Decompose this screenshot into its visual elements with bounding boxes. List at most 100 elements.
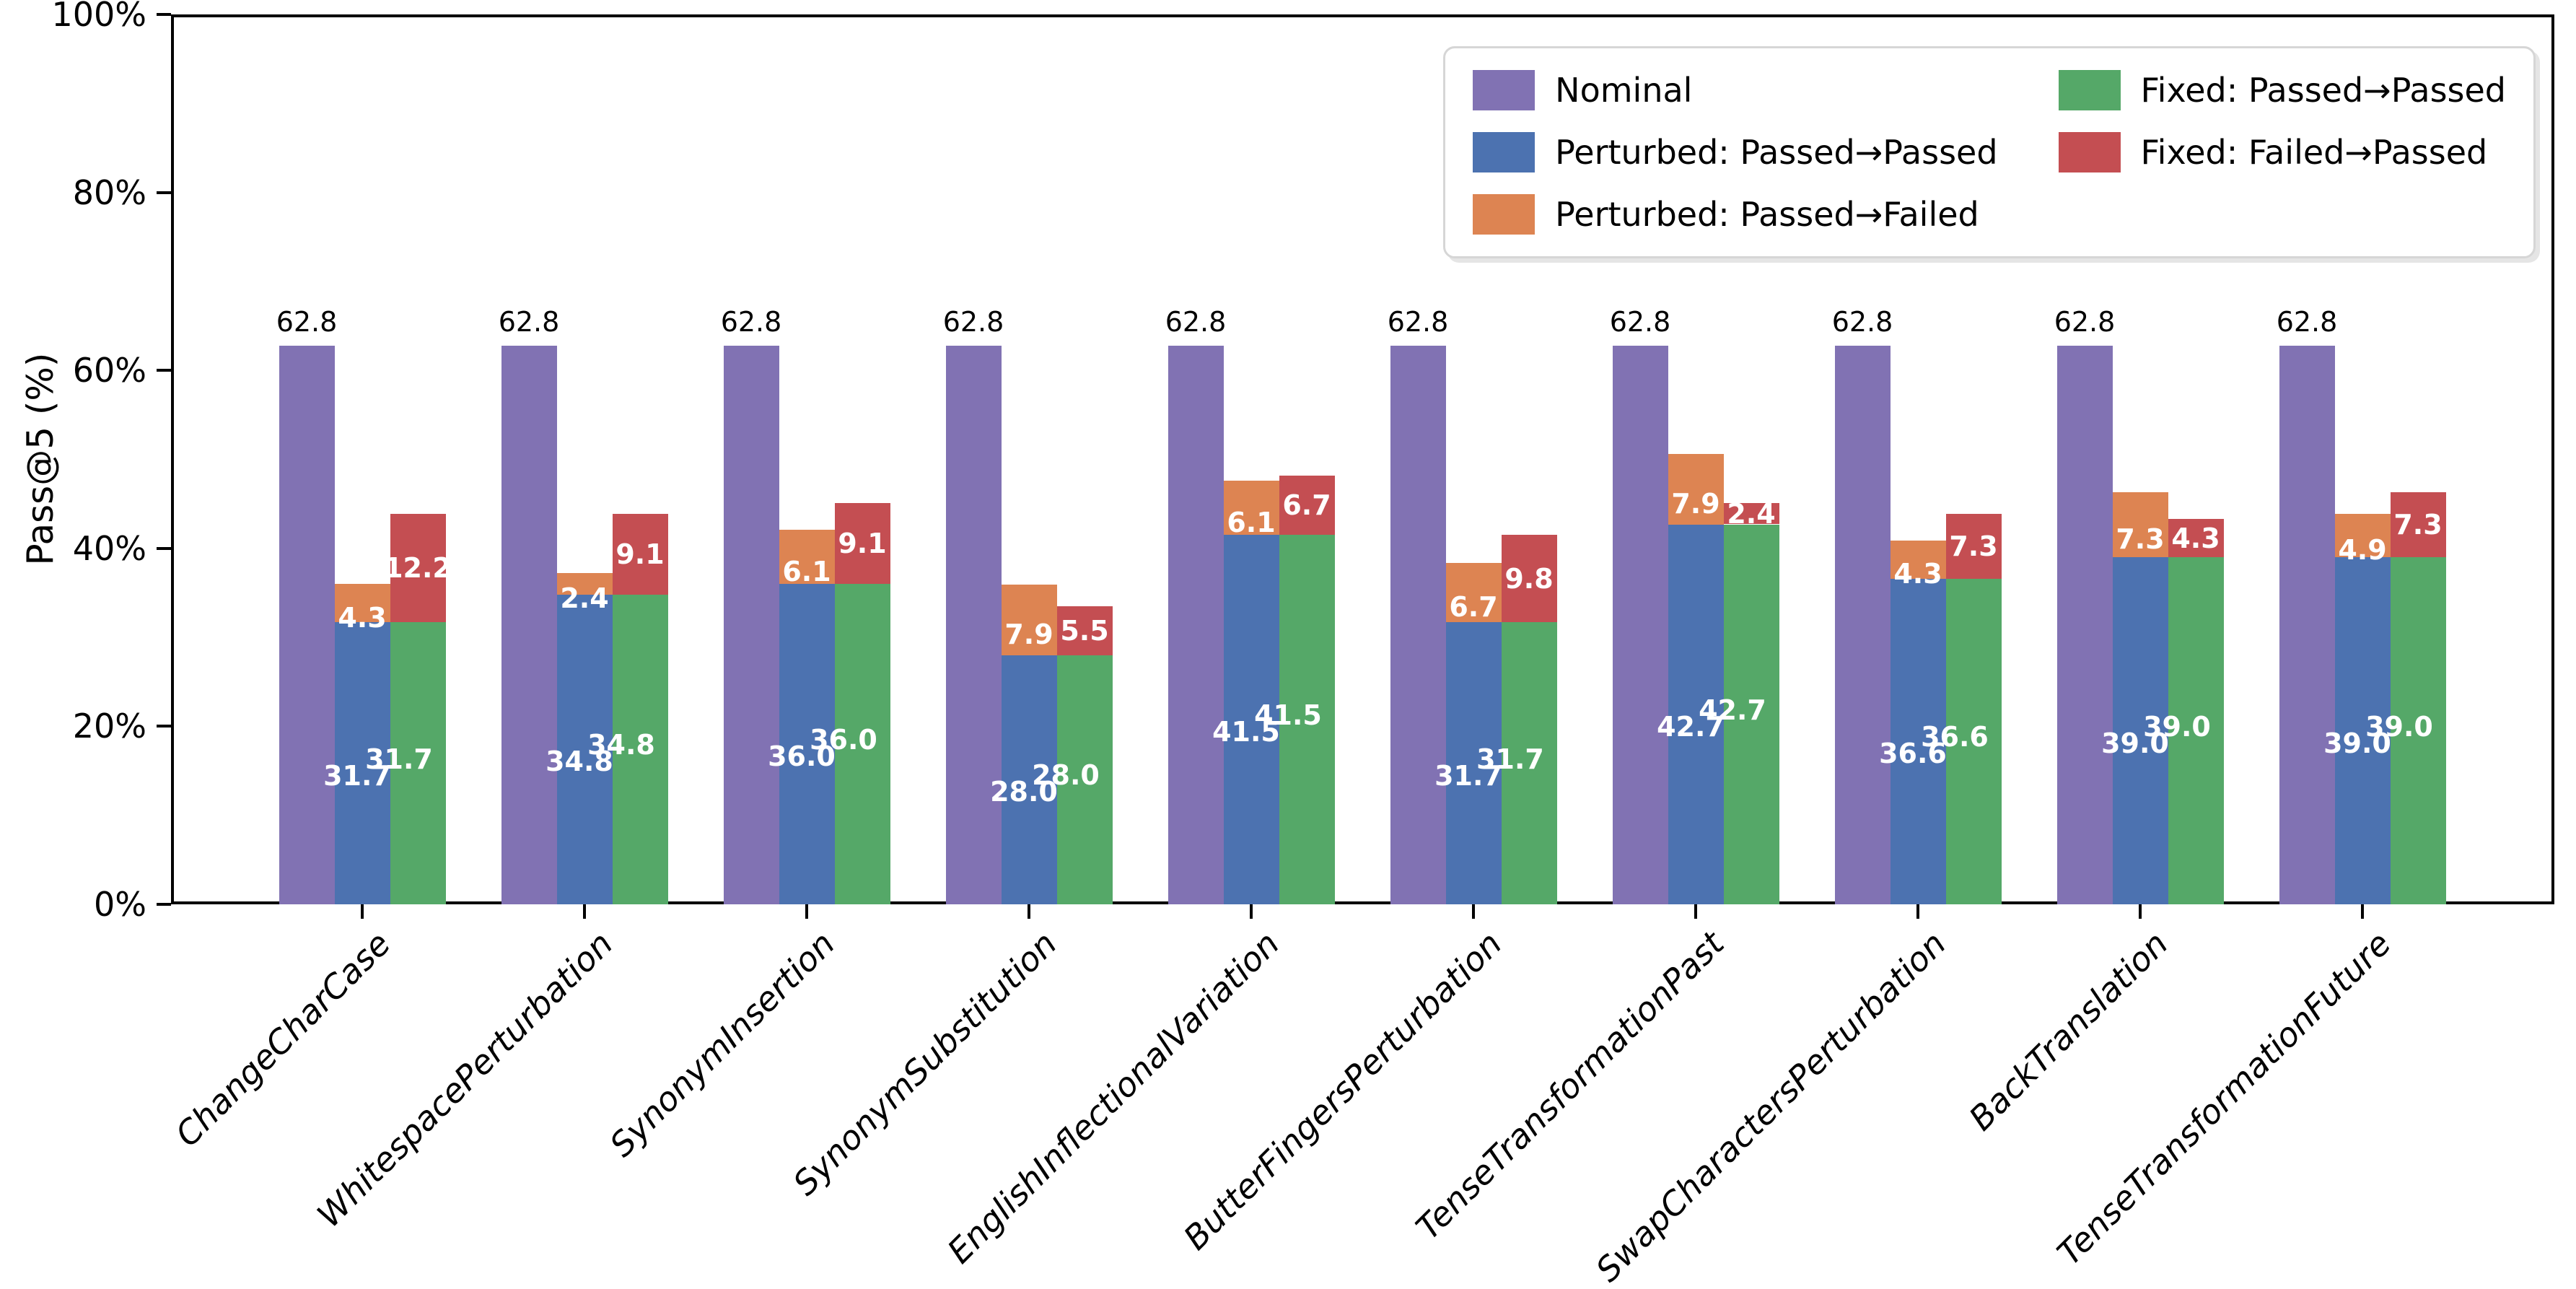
bar-fixed-failed-passed (1056, 606, 1113, 655)
perturbed-passed-failed-label: 4.3 (1893, 558, 1942, 590)
bar-fixed-passed-passed (612, 594, 668, 904)
nominal-value-label: 62.8 (2054, 305, 2116, 338)
x-tick-label: SynonymInsertion (602, 924, 843, 1165)
legend-item: Fixed: Passed→Passed (2058, 70, 2506, 110)
bar-fixed-failed-passed (834, 502, 890, 585)
perturbed-passed-passed-label: 36.6 (1879, 738, 1947, 770)
x-tick-mark (583, 904, 586, 919)
bar-fixed-failed-passed (2390, 492, 2446, 558)
y-tick-mark (157, 903, 171, 906)
legend-label: Fixed: Passed→Passed (2140, 70, 2506, 110)
bar-fixed-failed-passed (612, 513, 668, 595)
x-tick-mark (1472, 904, 1475, 919)
legend-label: Fixed: Failed→Passed (2140, 132, 2488, 172)
y-tick-label: 80% (72, 172, 146, 212)
perturbed-passed-passed-label: 28.0 (990, 776, 1058, 808)
legend-swatch (2058, 70, 2121, 110)
perturbed-passed-failed-label: 7.3 (2116, 523, 2165, 556)
perturbed-passed-failed-label: 4.3 (338, 601, 387, 634)
bar-perturbed-passed-passed (2112, 557, 2168, 904)
perturbed-passed-failed-label: 7.9 (1004, 619, 1053, 651)
perturbed-passed-passed-label: 36.0 (768, 740, 836, 773)
perturbed-passed-passed-label: 31.7 (1434, 759, 1502, 792)
bar-fixed-failed-passed (1945, 513, 2002, 579)
bar-nominal (945, 345, 1002, 904)
bar-fixed-failed-passed (1279, 475, 1335, 536)
bar-perturbed-passed-failed (1001, 585, 1057, 655)
y-tick-mark (157, 725, 171, 728)
legend-label: Nominal (1555, 70, 1693, 110)
bar-nominal (501, 345, 557, 904)
bar-perturbed-passed-passed (1890, 578, 1946, 904)
legend-label: Perturbed: Passed→Passed (1555, 132, 1998, 172)
fixed-passed-passed-label: 31.7 (365, 743, 433, 775)
perturbed-passed-failed-label: 7.9 (1671, 487, 1720, 520)
bar-perturbed-passed-failed (556, 573, 613, 595)
bar-perturbed-passed-passed (1223, 535, 1279, 904)
bar-perturbed-passed-failed (1668, 454, 1724, 525)
bar-perturbed-passed-failed (334, 584, 390, 623)
x-tick-mark (2361, 904, 2364, 919)
bar-perturbed-passed-passed (1445, 622, 1502, 904)
bar-perturbed-passed-failed (2334, 513, 2391, 558)
x-tick-label: SwapCharactersPerturbation (1588, 924, 1954, 1289)
bar-fixed-passed-passed (1279, 535, 1335, 904)
y-tick-label: 60% (72, 351, 146, 390)
bar-perturbed-passed-passed (2334, 557, 2391, 904)
bar-nominal (1167, 345, 1224, 904)
bar-perturbed-passed-passed (779, 584, 835, 904)
fixed-failed-passed-label: 7.3 (2393, 509, 2443, 541)
fixed-failed-passed-label: 2.4 (1727, 497, 1776, 530)
bar-fixed-passed-passed (1723, 524, 1779, 904)
x-tick-mark (1694, 904, 1697, 919)
y-tick-label: 100% (51, 0, 146, 34)
bar-fixed-failed-passed (390, 513, 446, 623)
perturbed-passed-failed-label: 6.7 (1449, 590, 1498, 623)
legend-swatch (1473, 70, 1535, 110)
x-tick-mark (1250, 904, 1253, 919)
bar-fixed-passed-passed (834, 584, 890, 904)
fixed-failed-passed-label: 7.3 (1949, 530, 1998, 562)
perturbed-passed-failed-label: 6.1 (782, 555, 831, 587)
legend-item: Perturbed: Passed→Passed (1473, 132, 1998, 172)
perturbed-passed-passed-label: 41.5 (1212, 716, 1280, 748)
bar-nominal (1390, 345, 1446, 904)
perturbed-passed-passed-label: 42.7 (1657, 710, 1725, 743)
fixed-passed-passed-label: 36.6 (1921, 721, 1989, 753)
x-tick-label: BackTranslation (1961, 924, 2176, 1138)
bar-fixed-passed-passed (2390, 557, 2446, 904)
bar-perturbed-passed-failed (779, 529, 835, 585)
fixed-passed-passed-label: 34.8 (587, 729, 655, 761)
bar-nominal (2279, 345, 2335, 904)
fixed-passed-passed-label: 41.5 (1254, 699, 1322, 732)
legend-swatch (2058, 132, 2121, 172)
y-tick-mark (157, 369, 171, 372)
fixed-failed-passed-label: 12.2 (384, 551, 452, 584)
fixed-failed-passed-label: 6.7 (1282, 489, 1331, 521)
nominal-value-label: 62.8 (1609, 305, 1671, 338)
legend-item: Fixed: Failed→Passed (2058, 132, 2506, 172)
perturbed-passed-passed-label: 39.0 (2101, 727, 2169, 759)
x-tick-mark (361, 904, 364, 919)
fixed-passed-passed-label: 28.0 (1032, 759, 1100, 792)
y-tick-mark (157, 546, 171, 550)
bar-fixed-passed-passed (2168, 557, 2224, 904)
nominal-value-label: 62.8 (720, 305, 782, 338)
legend: Nominal Perturbed: Passed→Passed Perturbed… (1443, 46, 2536, 258)
perturbed-passed-failed-label: 4.9 (2338, 533, 2387, 566)
x-tick-label: SynonymSubstitution (785, 924, 1065, 1203)
bar-perturbed-passed-passed (556, 594, 613, 904)
perturbed-passed-passed-label: 39.0 (2323, 727, 2391, 759)
perturbed-passed-failed-label: 2.4 (560, 582, 609, 615)
x-tick-mark (1916, 904, 1919, 919)
fixed-failed-passed-label: 4.3 (2171, 522, 2220, 554)
nominal-value-label: 62.8 (1831, 305, 1893, 338)
legend-swatch (1473, 132, 1535, 172)
fixed-passed-passed-label: 36.0 (810, 724, 877, 756)
fixed-passed-passed-label: 39.0 (2143, 710, 2211, 743)
fixed-passed-passed-label: 42.7 (1699, 694, 1766, 726)
y-tick-mark (157, 13, 171, 16)
bar-nominal (279, 345, 335, 904)
bar-perturbed-passed-passed (334, 622, 390, 904)
